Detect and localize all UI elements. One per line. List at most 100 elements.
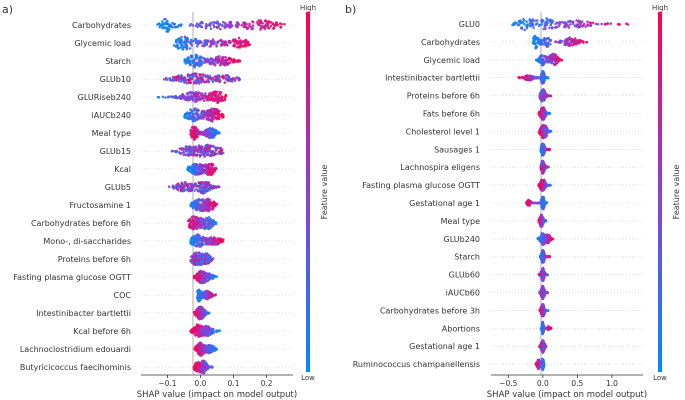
shap-point bbox=[209, 109, 213, 112]
shap-point bbox=[214, 128, 217, 132]
shap-point bbox=[236, 25, 239, 29]
shap-point bbox=[215, 26, 219, 29]
shap-point bbox=[539, 40, 543, 43]
shap-point bbox=[564, 43, 567, 47]
shap-point bbox=[209, 97, 213, 100]
shap-point bbox=[191, 146, 194, 149]
shap-point bbox=[198, 199, 201, 203]
shap-point bbox=[183, 112, 187, 116]
shap-point bbox=[190, 151, 193, 155]
shap-point bbox=[207, 96, 211, 100]
shap-point bbox=[199, 309, 202, 312]
shap-point bbox=[531, 23, 535, 27]
shap-point bbox=[540, 55, 543, 59]
shap-point bbox=[197, 255, 200, 259]
shap-point bbox=[180, 189, 184, 193]
shap-point bbox=[200, 25, 203, 29]
shap-point bbox=[195, 240, 199, 244]
shap-point bbox=[207, 254, 210, 257]
shap-point bbox=[190, 237, 194, 240]
shap-point bbox=[211, 93, 215, 97]
shap-point bbox=[575, 19, 578, 22]
shap-point bbox=[208, 22, 212, 25]
shap-point bbox=[547, 60, 551, 63]
shap-point bbox=[569, 20, 572, 23]
shap-point bbox=[194, 347, 197, 350]
shap-point bbox=[190, 182, 193, 186]
shap-point bbox=[198, 299, 201, 303]
x-tick-label: 0.1 bbox=[228, 379, 240, 388]
shap-point bbox=[198, 181, 201, 184]
shap-point bbox=[203, 130, 207, 134]
shap-point bbox=[259, 28, 262, 31]
shap-point bbox=[199, 239, 203, 242]
shap-point bbox=[202, 295, 206, 298]
shap-point bbox=[207, 325, 210, 329]
shap-point bbox=[222, 115, 225, 119]
shap-point bbox=[208, 169, 211, 172]
shap-point bbox=[542, 98, 545, 101]
shap-point bbox=[193, 93, 196, 97]
shap-point bbox=[257, 19, 261, 22]
shap-point bbox=[184, 97, 188, 101]
shap-point bbox=[205, 187, 209, 190]
shap-point bbox=[189, 149, 193, 152]
shap-point bbox=[199, 354, 203, 357]
shap-point bbox=[235, 76, 238, 80]
shap-point bbox=[581, 39, 584, 43]
shap-point bbox=[208, 153, 212, 157]
shap-point bbox=[210, 173, 213, 176]
shap-point bbox=[189, 108, 192, 111]
shap-point bbox=[195, 233, 198, 237]
shap-point bbox=[566, 39, 569, 42]
shap-point bbox=[186, 147, 190, 151]
shap-point bbox=[215, 330, 219, 333]
shap-point bbox=[542, 117, 545, 121]
shap-point bbox=[220, 95, 224, 99]
shap-point bbox=[218, 131, 221, 135]
shap-point bbox=[220, 239, 223, 243]
shap-point bbox=[163, 18, 166, 21]
shap-point bbox=[177, 96, 181, 99]
shap-point bbox=[197, 189, 200, 193]
shap-point bbox=[193, 152, 196, 155]
shap-point bbox=[171, 79, 175, 82]
shap-point bbox=[242, 25, 246, 29]
shap-point bbox=[202, 360, 205, 364]
shap-point bbox=[205, 366, 209, 370]
shap-point bbox=[219, 149, 223, 153]
shap-point bbox=[206, 223, 210, 227]
colorbar-a bbox=[306, 12, 310, 372]
shap-point bbox=[195, 45, 199, 48]
shap-point bbox=[196, 333, 200, 337]
shap-point bbox=[214, 220, 217, 224]
shap-point bbox=[546, 18, 549, 22]
feature-label: GLU0 bbox=[459, 20, 480, 29]
shap-point bbox=[181, 48, 185, 51]
shap-point bbox=[202, 270, 205, 273]
shap-point bbox=[203, 112, 206, 116]
shap-point bbox=[204, 204, 208, 208]
shap-point bbox=[208, 329, 211, 332]
shap-point bbox=[625, 22, 628, 26]
shap-point bbox=[210, 134, 213, 137]
shap-point bbox=[191, 218, 195, 221]
shap-point bbox=[545, 130, 549, 133]
shap-point bbox=[180, 44, 184, 47]
feature-label: Butyricicoccus faecihominis bbox=[20, 363, 131, 372]
shap-point bbox=[157, 22, 161, 26]
shap-point bbox=[221, 99, 225, 102]
shap-point bbox=[203, 151, 207, 155]
shap-point bbox=[566, 20, 570, 24]
shap-point bbox=[535, 44, 538, 48]
shap-point bbox=[214, 90, 217, 93]
shap-point bbox=[573, 37, 577, 40]
shap-point bbox=[204, 242, 208, 246]
shap-point bbox=[569, 41, 572, 44]
shap-point bbox=[536, 19, 539, 22]
shap-point bbox=[189, 128, 193, 132]
shap-point bbox=[182, 153, 186, 157]
shap-point bbox=[545, 112, 549, 116]
shap-point bbox=[207, 208, 211, 211]
